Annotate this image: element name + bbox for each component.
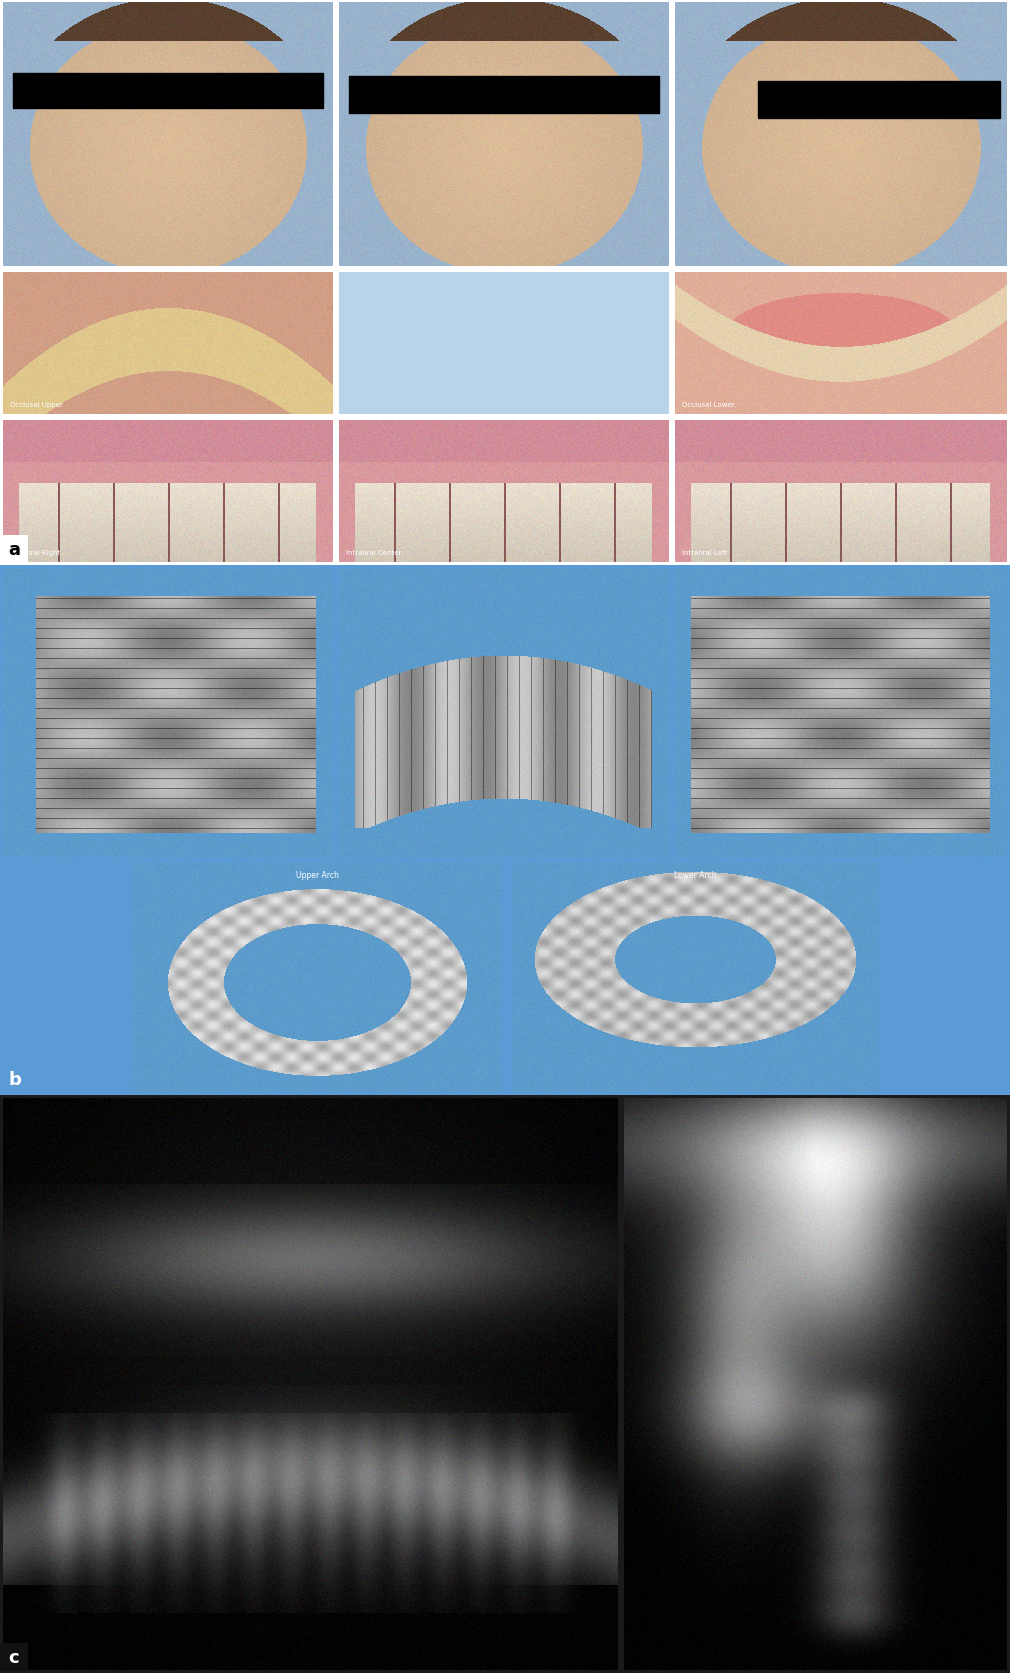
Bar	[348, 77, 660, 114]
Text: Intraoral Center: Intraoral Center	[345, 549, 401, 555]
Text: Lower Arch: Lower Arch	[675, 870, 717, 880]
Text: Occlusal Upper: Occlusal Upper	[10, 402, 63, 408]
Text: Intraoral Right: Intraoral Right	[10, 549, 60, 555]
Bar	[13, 74, 323, 109]
Text: Intraoral Left: Intraoral Left	[682, 549, 727, 555]
Text: Upper Arch: Upper Arch	[296, 870, 339, 880]
Bar	[758, 82, 1000, 119]
Text: a: a	[8, 540, 20, 559]
Text: Occlusal Lower: Occlusal Lower	[682, 402, 734, 408]
Text: c: c	[8, 1648, 19, 1666]
Text: b: b	[8, 1071, 21, 1089]
